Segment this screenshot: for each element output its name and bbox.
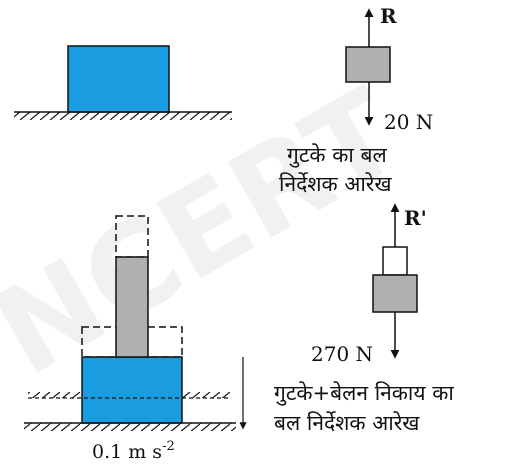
bottom-free-body-diagram: R' 270 N गुटके+बेलन निकाय का बल निर्देशक… [274, 203, 454, 435]
top-caption-line1: गुटके का बल [287, 143, 387, 168]
bottom-caption-line2: बल निर्देशक आरेख [274, 411, 420, 435]
fbd-block [372, 274, 418, 313]
bottom-normal-label: R' [404, 206, 427, 230]
cylinder-rod [115, 256, 149, 358]
top-block-on-ground [14, 45, 232, 120]
top-normal-label: R [380, 4, 397, 28]
top-caption-line2: निर्देशक आरेख [279, 172, 392, 196]
top-free-body-diagram: R 20 N गुटके का बल निर्देशक आरेख [279, 4, 433, 196]
bottom-caption-line1: गुटके+बेलन निकाय का [274, 381, 454, 406]
bottom-ground-hatch [24, 423, 236, 431]
bottom-weight-label: 270 N [311, 342, 373, 366]
bottom-block [81, 356, 183, 424]
top-ground-hatch [14, 112, 232, 120]
top-fbd-block [345, 46, 391, 83]
bottom-block-cylinder-system: 0.1 m s-2 [24, 215, 247, 463]
upper-ground-hatch-right [182, 392, 230, 398]
top-weight-label: 20 N [384, 110, 433, 134]
fbd-cylinder-top [382, 246, 408, 276]
top-block [67, 45, 170, 113]
displacement-label: 0.1 m s-2 [92, 439, 175, 463]
upper-ground-hatch [28, 392, 82, 398]
